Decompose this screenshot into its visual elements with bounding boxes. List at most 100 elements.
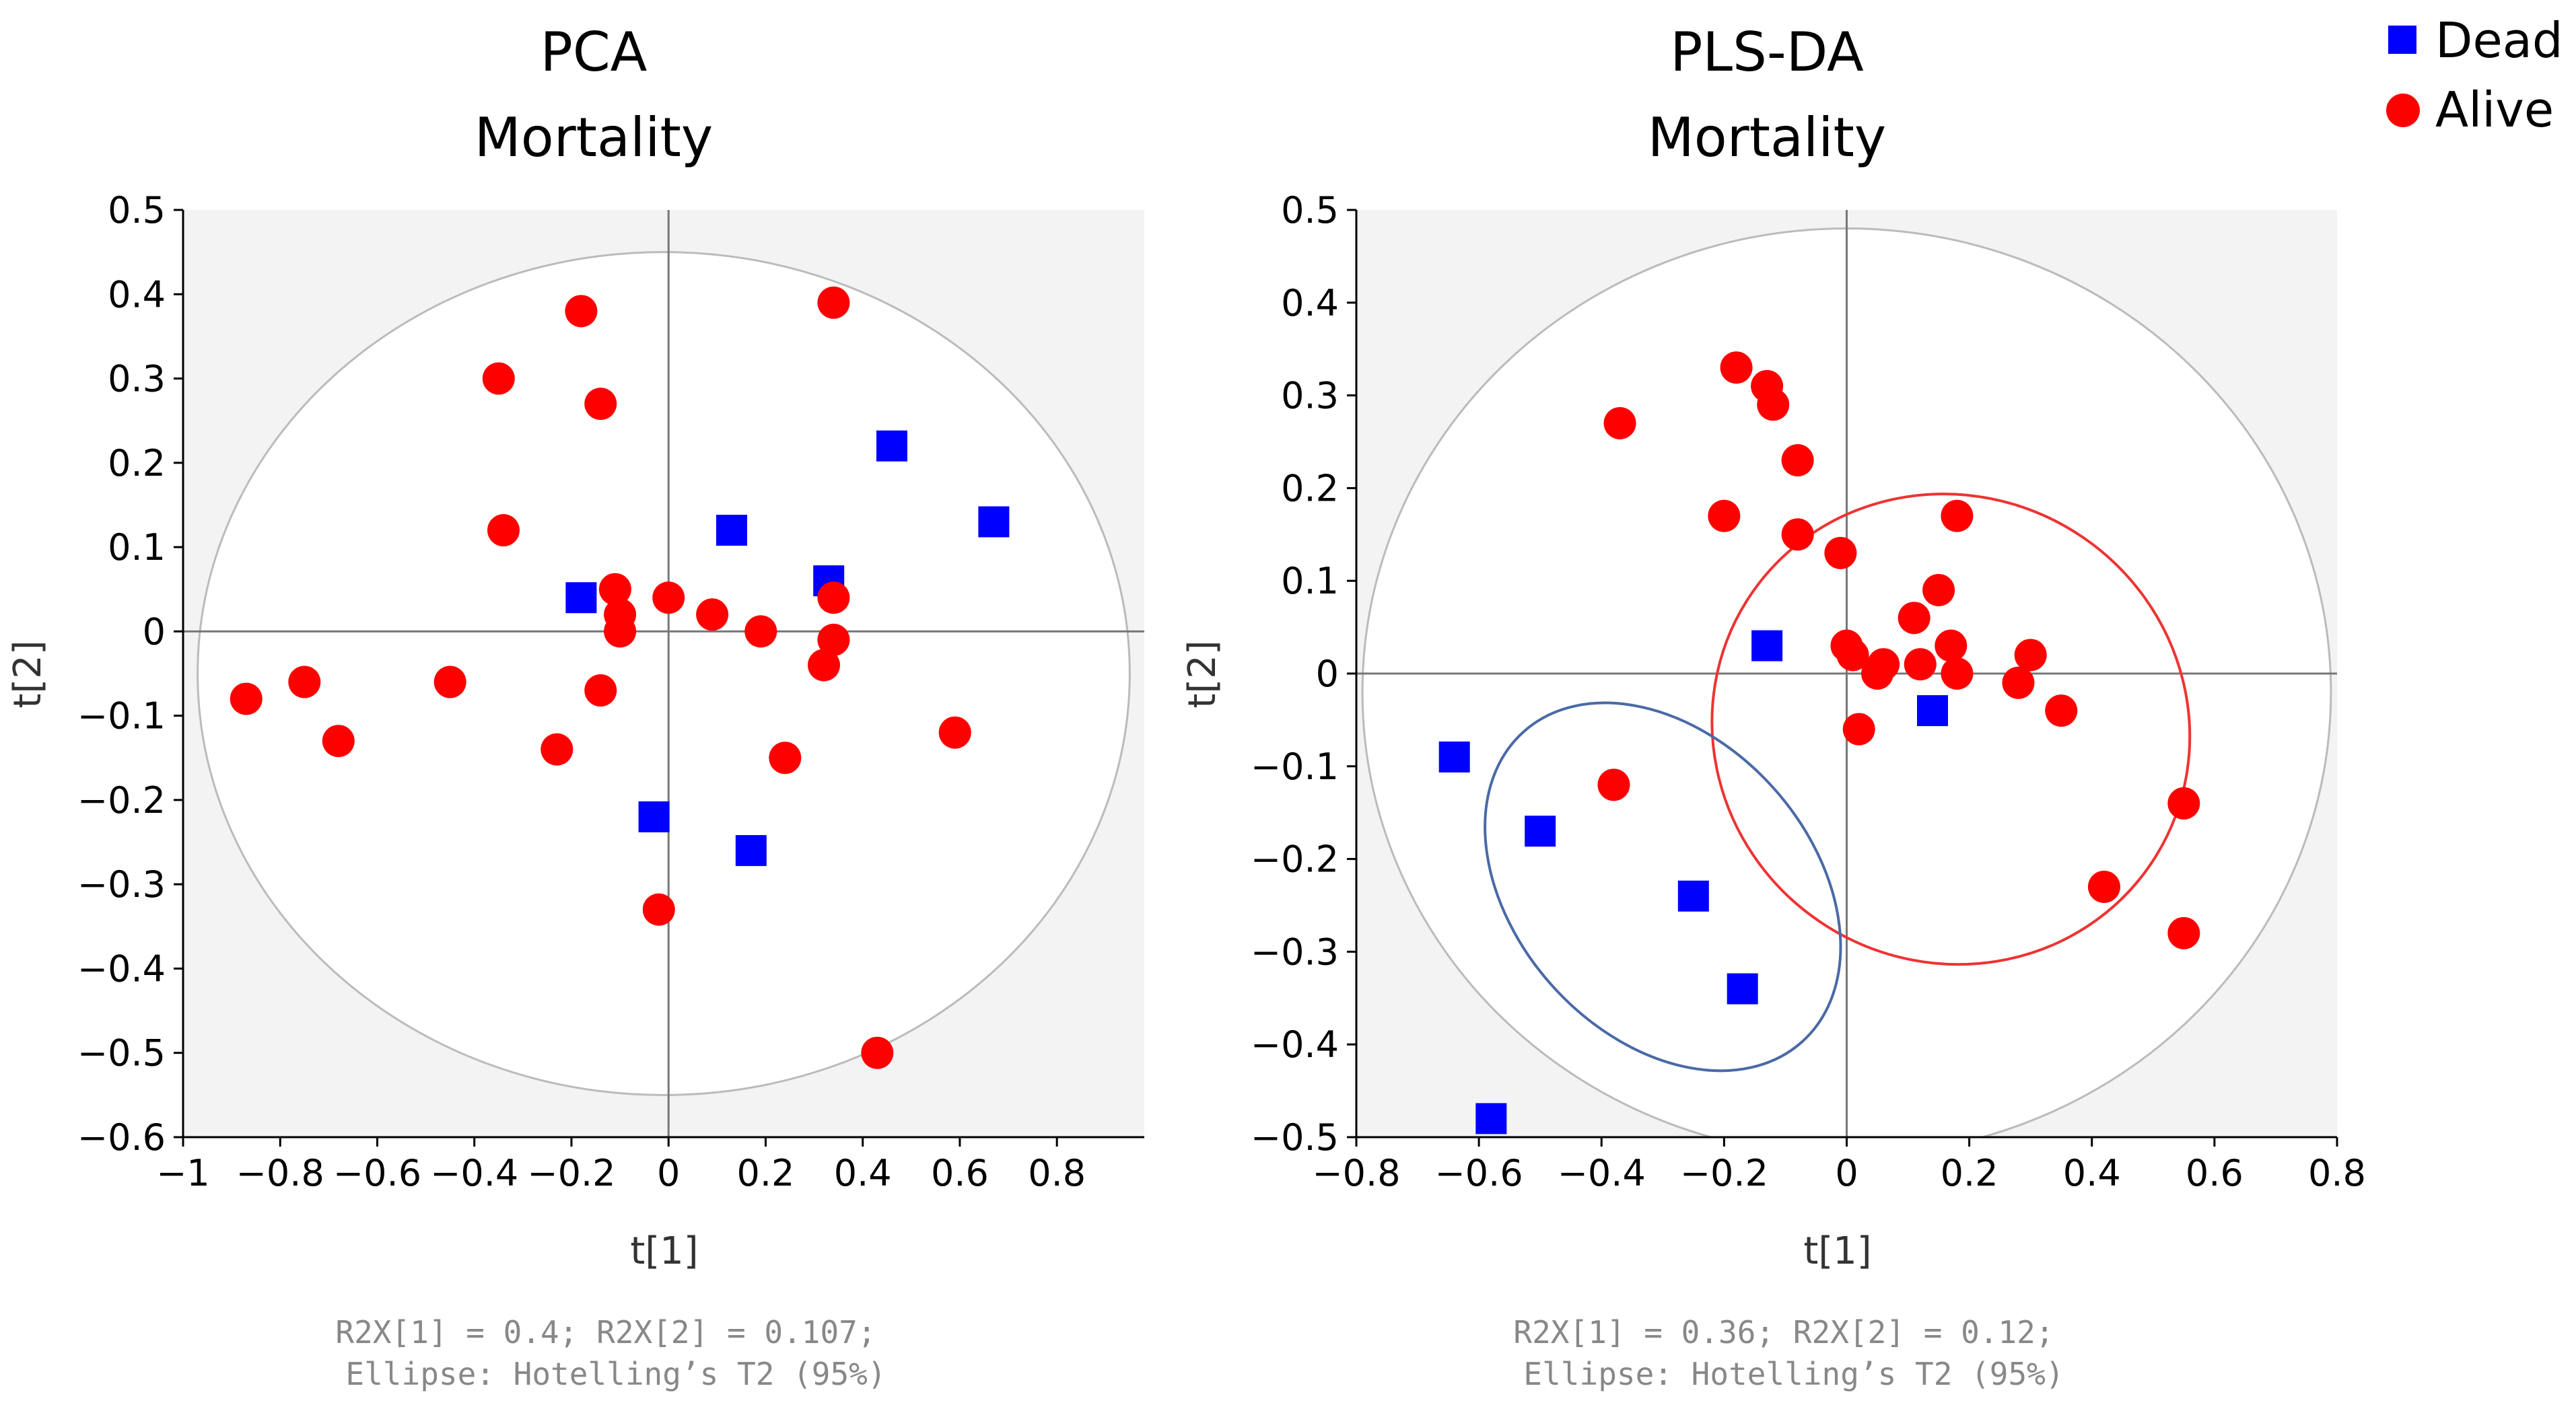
plsda-point-dead — [1677, 880, 1709, 912]
plsda-point-alive — [2014, 639, 2047, 672]
legend-item-alive: Alive — [2386, 81, 2554, 138]
plsda-point-alive — [1904, 648, 1937, 681]
plsda-clipped-layer — [1356, 210, 2337, 1137]
plsda-x-tick-label: 0.4 — [2063, 1152, 2121, 1194]
legend-square-marker-icon — [2388, 26, 2416, 54]
plsda-subtitle: Mortality — [1648, 106, 1886, 169]
plsda-x-tick-label: 0 — [1835, 1152, 1858, 1194]
plsda-y-tick-label: 0 — [1316, 653, 1339, 695]
pca-clipped-layer — [183, 210, 1144, 1137]
pca-point-dead — [565, 582, 597, 614]
plsda-y-axis-label: t[2] — [1181, 640, 1224, 708]
pca-subtitle: Mortality — [475, 106, 713, 169]
pca-point-alive — [861, 1036, 894, 1069]
pca-point-alive — [696, 598, 729, 631]
pca-point-alive — [817, 623, 850, 656]
plsda-point-alive — [1781, 444, 1814, 477]
pca-x-tick-label: −0.4 — [430, 1152, 518, 1194]
plsda-x-tick-label: 0.2 — [1941, 1152, 1998, 1194]
plsda-point-dead — [1751, 630, 1783, 661]
plsda-plot-area — [1355, 210, 2337, 1139]
pca-point-dead — [978, 506, 1010, 538]
plsda-point-alive — [1603, 406, 1636, 439]
plsda-point-alive — [1708, 499, 1741, 532]
pca-y-tick-label: −0.5 — [77, 1032, 166, 1075]
pca-point-alive — [288, 665, 321, 698]
pca-y-tick-label: 0 — [143, 610, 166, 653]
pca-y-tick-label: −0.2 — [77, 779, 166, 822]
pca-x-tick-label: 0.4 — [834, 1152, 892, 1194]
plsda-point-dead — [1475, 1103, 1507, 1134]
pca-point-alive — [808, 649, 840, 682]
pca-point-alive — [817, 286, 850, 319]
plsda-point-alive — [1836, 639, 1869, 672]
pca-point-alive — [769, 742, 802, 774]
pca-x-tick-label: −0.6 — [333, 1152, 421, 1194]
plsda-point-alive — [1842, 713, 1875, 746]
plsda-y-tick-label: 0.3 — [1281, 375, 1339, 417]
pca-y-tick-label: 0.4 — [108, 273, 166, 316]
plsda-x-axis-ticks: −0.8 −0.6 −0.4 −0.2 0 0.2 0.4 0.6 0.8 — [1312, 1137, 2366, 1194]
plsda-point-alive — [1922, 573, 1955, 606]
pca-point-alive — [584, 388, 617, 421]
plsda-point-dead — [1525, 816, 1556, 847]
pca-y-tick-label: −0.4 — [77, 947, 166, 990]
plsda-x-tick-label: −0.2 — [1680, 1152, 1768, 1194]
pca-chart: PCA Mortality −1 −0.8 −0.6 −0.4 −0.2 0 0.2 0.4 0… — [6, 21, 1144, 1392]
plsda-point-alive — [1781, 518, 1814, 551]
pca-caption-line2: Ellipse: Hotelling’s T2 (95%) — [345, 1356, 886, 1392]
plsda-y-axis-ticks: 0.5 0.4 0.3 0.2 0.1 0 −0.1 −0.2 −0.3 −0.4 −0.5 — [1251, 189, 1356, 1159]
pca-point-alive — [565, 295, 598, 328]
pca-point-alive — [541, 733, 573, 766]
plsda-point-alive — [2167, 916, 2200, 949]
legend: Dead Alive — [2386, 12, 2563, 138]
plsda-point-alive — [1597, 768, 1630, 801]
plsda-caption-line2: Ellipse: Hotelling’s T2 (95%) — [1523, 1356, 2064, 1392]
plsda-point-alive — [2045, 694, 2078, 727]
plsda-x-axis-label: t[1] — [1803, 1229, 1871, 1273]
pca-x-axis-label: t[1] — [630, 1229, 698, 1273]
pca-x-tick-label: 0.8 — [1028, 1152, 1086, 1194]
plsda-y-tick-label: 0.2 — [1281, 467, 1339, 509]
plsda-x-tick-label: −0.6 — [1435, 1152, 1523, 1194]
pca-point-alive — [744, 615, 777, 648]
plsda-point-alive — [1861, 657, 1894, 690]
pca-point-alive — [938, 716, 971, 749]
plsda-point-alive — [2087, 870, 2120, 903]
pca-y-axis-label: t[2] — [6, 640, 50, 708]
plsda-title: PLS-DA — [1670, 21, 1864, 83]
pca-point-dead — [735, 835, 767, 867]
plsda-point-alive — [1941, 499, 1974, 532]
pca-x-tick-label: 0 — [657, 1152, 680, 1194]
plsda-point-alive — [1720, 351, 1753, 384]
pca-x-axis-ticks: −1 −0.8 −0.6 −0.4 −0.2 0 0.2 0.4 0.6 0.8 — [156, 1137, 1086, 1194]
pca-point-dead — [876, 430, 907, 462]
plsda-y-tick-label: −0.5 — [1251, 1116, 1339, 1159]
plsda-caption-line1: R2X[1] = 0.36; R2X[2] = 0.12; — [1513, 1314, 2054, 1350]
plsda-point-alive — [1824, 536, 1857, 569]
pca-point-dead — [638, 801, 670, 832]
pca-point-alive — [482, 362, 515, 395]
plsda-point-alive — [1898, 602, 1930, 635]
pca-y-tick-label: −0.3 — [77, 863, 166, 906]
pca-point-dead — [716, 515, 747, 546]
plsda-y-tick-label: −0.1 — [1251, 746, 1339, 788]
pca-point-alive — [487, 514, 520, 547]
plsda-chart: PLS-DA Mortality −0.8 −0.6 −0.4 −0.2 0 0.2 0.4… — [1181, 21, 2366, 1392]
pca-x-tick-label: 0.2 — [737, 1152, 795, 1194]
plsda-y-tick-label: 0.1 — [1281, 560, 1339, 602]
pca-plot-area — [182, 210, 1144, 1139]
pca-y-tick-label: −0.6 — [77, 1116, 166, 1159]
pca-point-alive — [598, 573, 631, 606]
plsda-point-dead — [1916, 695, 1948, 727]
plsda-y-tick-label: −0.4 — [1251, 1023, 1339, 1066]
plsda-group-ellipse-alive — [1710, 493, 2192, 966]
pca-point-alive — [642, 893, 675, 926]
legend-label-dead: Dead — [2435, 12, 2563, 69]
pca-hotelling-ellipse — [197, 251, 1131, 1096]
pca-x-tick-label: −1 — [156, 1152, 210, 1194]
pca-y-tick-label: −0.1 — [77, 695, 166, 737]
legend-circle-marker-icon — [2386, 94, 2420, 127]
legend-label-alive: Alive — [2435, 81, 2554, 138]
plsda-point-alive — [2167, 787, 2200, 820]
